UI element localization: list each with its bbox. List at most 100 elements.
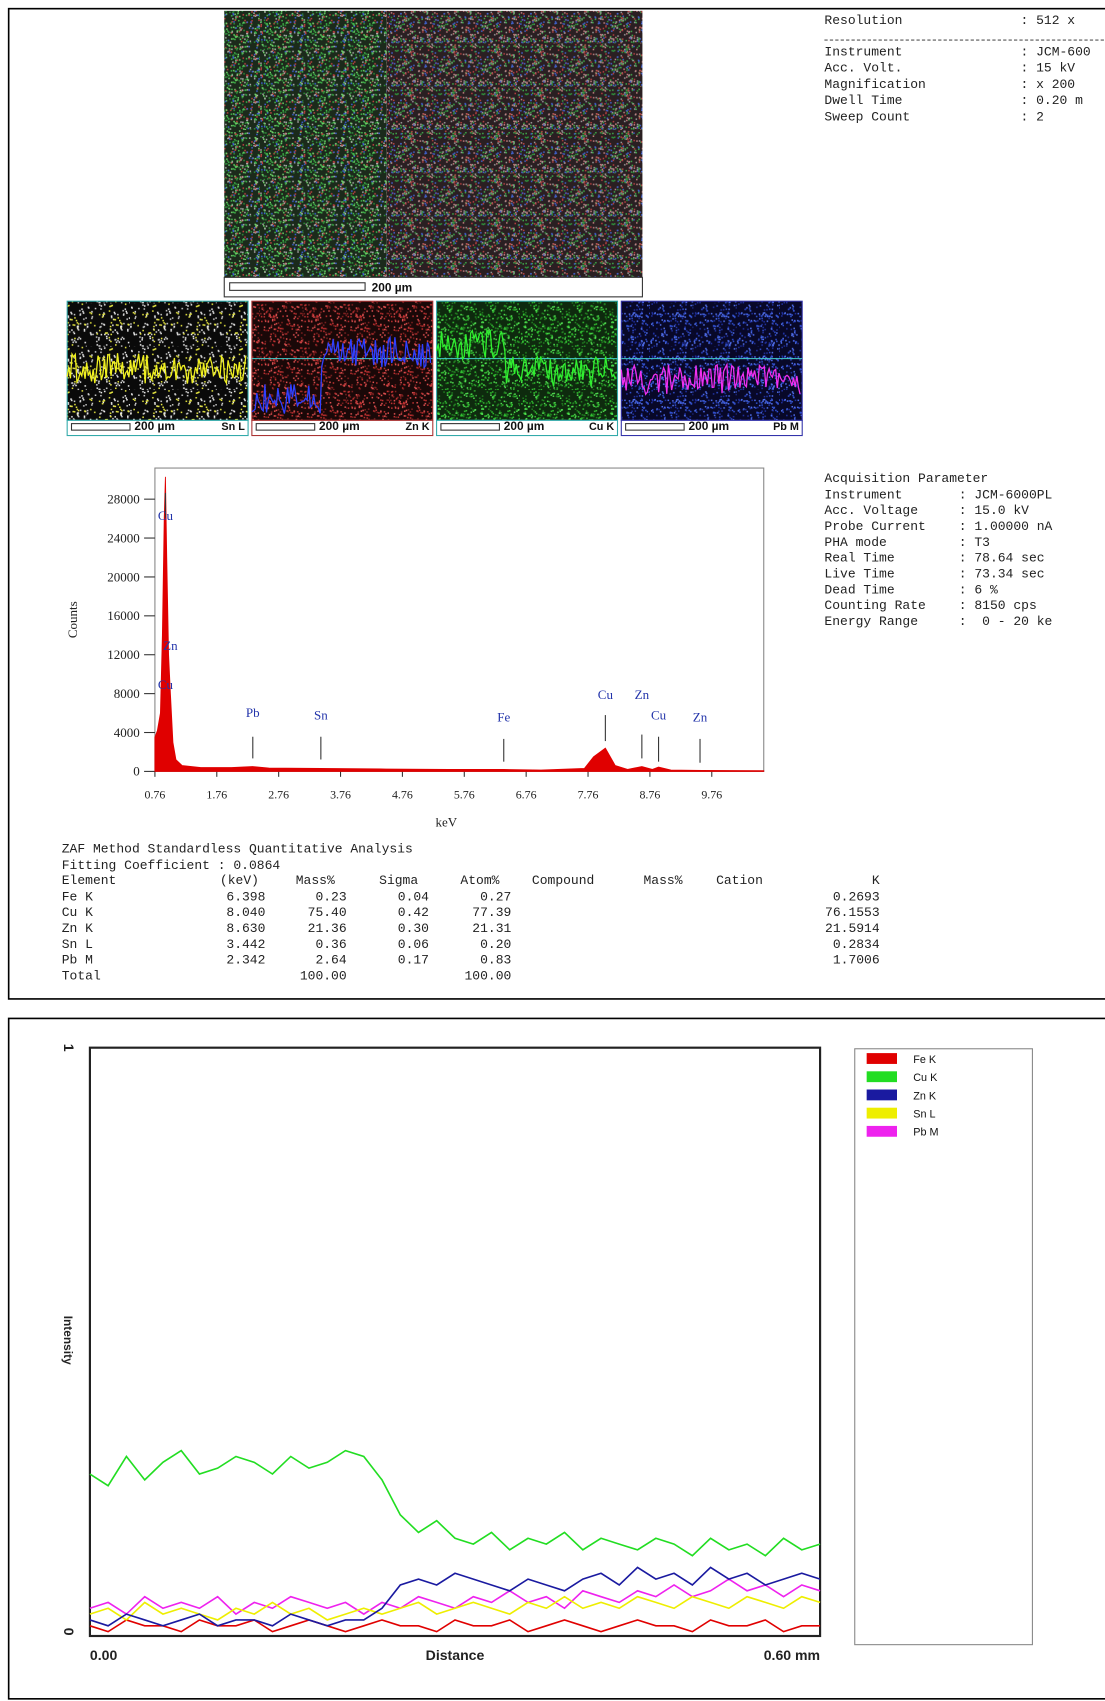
acq-value: : 1.00000 nA [959,519,1053,534]
acq-value: : 73.34 sec [959,566,1045,581]
table-title: ZAF Method Standardless Quantitative Ana… [62,842,413,857]
table-cell: 75.40 [308,905,347,920]
map-image [251,300,434,421]
acq-label: Dead Time [824,582,894,597]
peak-label: Cu [598,687,614,702]
panel-frame [7,7,1105,1000]
map-image [386,10,643,278]
info-label: Magnification [824,77,925,92]
legend-swatch [866,1107,897,1119]
acq-value: : 78.64 sec [959,551,1045,566]
line-profile-chart: 0 1 0.00 0.60 mm Distance Intensity Fe K Cu K Zn… [61,1044,1033,1663]
acq-value: : 15.0 kV [959,503,1029,518]
series-line [89,1566,821,1627]
table-cell: 0.42 [398,905,429,920]
legend-swatch [866,1053,897,1064]
y-tick-label: 24000 [107,530,139,545]
table-cell: 8.630 [226,921,265,936]
info-value: : x 200 [1021,77,1076,92]
peak-label: Zn [693,710,708,725]
table-cell: 21.31 [472,921,511,936]
table-cell: 0.17 [398,953,429,968]
table-cell: 0.83 [480,953,511,968]
acq-value: : 0 - 20 ke [959,614,1053,629]
acq-label: Instrument [824,487,902,502]
info-label: Instrument [824,44,902,59]
table-header: Atom% [460,873,499,888]
scale-label: 200 µm [134,419,175,433]
y-tick-label: 4000 [114,725,140,740]
legend-swatch [866,1071,897,1083]
table-header: Mass% [296,873,335,888]
table-cell: Pb M [62,953,93,968]
element-label: Sn L [221,421,245,433]
x-tick-label: 8.76 [639,787,660,801]
info-label: Sweep Count [824,109,910,124]
table-cell: 2.342 [226,953,265,968]
peak-label: Fe [497,710,510,725]
scale-bar [70,423,131,431]
legend-label: Sn L [913,1108,935,1120]
y-axis-title: Intensity [61,1316,75,1365]
table-cell: 21.5914 [825,921,880,936]
table-header: Cation [716,873,763,888]
table-cell: 0.04 [398,889,429,904]
acq-label: Acc. Voltage [824,503,918,518]
series-line [89,1449,821,1557]
legend-swatch [866,1089,897,1101]
x-tick-label: 4.76 [392,787,413,801]
table-cell: 100.00 [465,968,512,983]
info-value: : 2 [1021,109,1044,124]
series-line [89,1595,821,1621]
y-axis-title: Counts [65,601,80,638]
info-value: : JCM-600 [1021,44,1091,59]
plot-frame [154,467,765,772]
legend-label: Pb M [913,1127,938,1139]
table-cell: Cu K [62,905,93,920]
acq-label: Probe Current [824,519,925,534]
info-label: Dwell Time [824,93,902,108]
table-cell: Total [62,968,101,983]
table-cell: Sn L [62,937,93,952]
quant-table: ZAF Method Standardless Quantitative Ana… [62,842,880,984]
acq-value: : T3 [959,535,990,550]
x-tick-label: 1.76 [206,787,227,801]
y-tick-label: 20000 [107,569,139,584]
table-cell: Zn K [62,921,93,936]
table-cell: 100.00 [300,968,347,983]
table-cell: 1.7006 [833,953,880,968]
acq-label: Counting Rate [824,598,925,613]
x-tick-label: 0.76 [144,787,165,801]
x-tick-label: 0.00 [90,1647,118,1663]
table-cell: 8.040 [226,905,265,920]
table-cell: 2.64 [315,953,346,968]
peak-label: Cu [158,677,174,692]
table-cell: 0.36 [315,937,346,952]
info-value: : 512 x [1021,13,1076,28]
info-label: Resolution [824,13,902,28]
series-line [89,1619,821,1633]
table-header: (keV) [220,873,259,888]
y-tick-label: 0 [61,1628,77,1636]
y-tick-label: 12000 [107,647,139,662]
scale-label: 200 µm [688,419,729,433]
scale-label: 200 µm [319,419,360,433]
table-cell: 6.398 [226,889,265,904]
legend-label: Fe K [913,1054,937,1066]
x-tick-label: 0.60 mm [764,1647,820,1663]
table-header: Element [62,873,117,888]
element-label: Cu K [589,421,614,433]
acq-value: : 8150 cps [959,598,1037,613]
map-image [620,300,803,421]
element-label: Pb M [773,421,799,433]
element-label: Zn K [405,421,429,433]
acq-value: : 6 % [959,582,998,597]
spectrum-area [154,476,765,772]
table-cell: 0.06 [398,937,429,952]
y-tick-label: 8000 [114,686,140,701]
legend-box [854,1048,1033,1646]
table-cell: 0.2693 [833,889,880,904]
x-tick-label: 7.76 [578,787,599,801]
